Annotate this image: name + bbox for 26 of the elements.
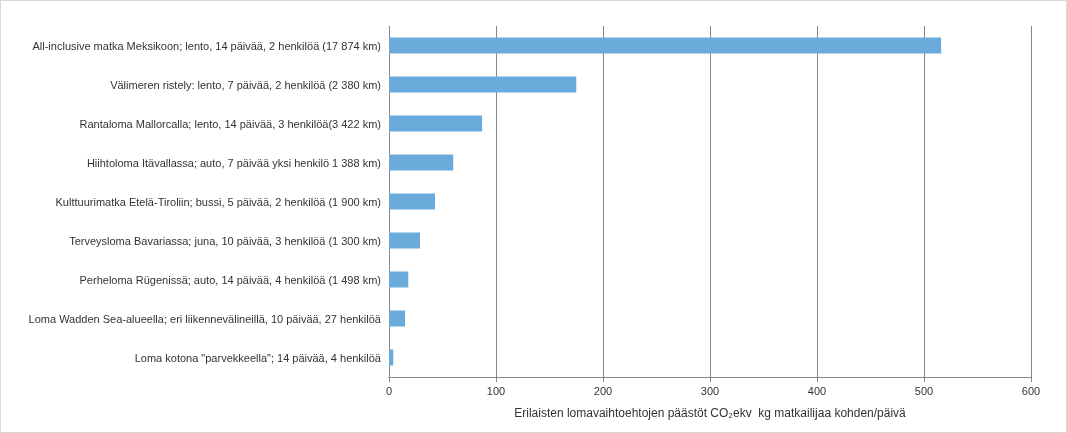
y-tick-label: Välimeren ristely: lento, 7 päivää, 2 henkilöä (2 380 km) (110, 78, 381, 91)
y-tick-label: Kulttuurimatka Etelä-Tiroliin; bussi, 5 päivää, 2 henkilöä (1 900 km) (55, 195, 381, 208)
bar (389, 37, 942, 54)
y-tick-label: Rantaloma Mallorcalla; lento, 14 päivää, 3 henkilöä(3 422 km) (79, 117, 381, 130)
y-tick-label: Perheloma Rügenissä; auto, 14 päivää, 4 henkilöä (1 498 km) (79, 273, 381, 286)
y-tick-label: All-inclusive matka Meksikoon; lento, 14 päivää, 2 henkilöä (17 874 km) (32, 39, 381, 52)
bar (389, 232, 421, 249)
x-tick-label: 0 (385, 384, 393, 397)
bar (389, 154, 454, 171)
x-tick-label: 400 (807, 384, 827, 397)
y-tick-label: Loma kotona "parvekkeella"; 14 päivää, 4 henkilöä (134, 351, 382, 364)
bar (389, 193, 436, 210)
x-tick-label: 500 (914, 384, 934, 397)
bar (389, 115, 483, 132)
bar (389, 271, 409, 288)
bar (389, 76, 577, 93)
bar (389, 349, 394, 366)
x-tick-label: 300 (700, 384, 720, 397)
y-tick-label: Hiihtoloma Itävallassa; auto, 7 päivää yksi henkilö 1 388 km) (86, 156, 381, 169)
x-tick-label: 200 (593, 384, 613, 397)
y-tick-label: Terveysloma Bavariassa; juna, 10 päivää, 3 henkilöä (1 300 km) (69, 234, 381, 247)
x-tick-label: 600 (1021, 384, 1041, 397)
y-tick-label: Loma Wadden Sea-alueella; eri liikennevälineillä, 10 päivää, 27 henkilöä (28, 312, 382, 325)
x-tick-label: 100 (486, 384, 506, 397)
x-axis-title: Erilaisten lomavaihtoehtojen päästöt CO₂ekv kg matkailijaa kohden/päivä (514, 406, 907, 420)
bar (389, 310, 406, 327)
